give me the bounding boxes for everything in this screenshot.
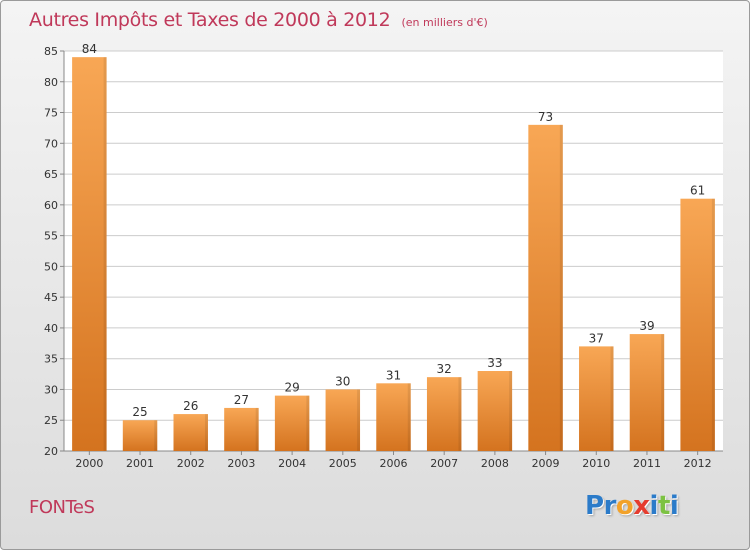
y-tick-label: 25 [44,414,58,427]
y-tick-label: 30 [44,383,58,396]
data-label: 39 [639,319,654,333]
bar [123,420,157,451]
x-tick-label: 2008 [481,457,509,470]
bar [275,396,309,451]
y-tick-label: 45 [44,291,58,304]
data-label: 37 [589,331,604,345]
x-tick-label: 2010 [582,457,610,470]
data-label: 26 [183,399,198,413]
x-tick-label: 2011 [633,457,661,470]
y-tick-label: 50 [44,260,58,273]
bar-shade [104,57,107,451]
x-tick-label: 2001 [126,457,154,470]
bar [173,414,207,451]
bar [72,57,106,451]
y-tick-label: 55 [44,230,58,243]
logo-letter: r [604,491,616,521]
location-name: FONTeS [29,497,94,518]
x-tick-label: 2003 [227,457,255,470]
logo-letter: i [650,491,658,521]
x-tick-label: 2004 [278,457,306,470]
logo-letter: P [585,491,604,521]
bar [630,334,664,451]
x-tick-label: 2007 [430,457,458,470]
bar-shade [509,371,512,451]
bar [579,346,613,451]
x-tick-label: 2009 [532,457,560,470]
bar [376,383,410,451]
bar [528,125,562,451]
logo-letter: o [616,491,633,521]
data-label: 84 [82,42,97,56]
data-label: 30 [335,374,350,388]
bar-shade [306,396,309,451]
brand-logo: Proxiti [585,491,678,521]
data-label: 27 [234,393,249,407]
bar-shade [256,408,259,451]
y-tick-label: 80 [44,76,58,89]
data-label: 61 [690,184,705,198]
y-tick-label: 20 [44,445,58,458]
data-label: 32 [437,362,452,376]
logo-letter: i [670,491,678,521]
logo-letter: x [633,491,649,521]
data-label: 31 [386,368,401,382]
bar [224,408,258,451]
bar-shade [357,389,360,451]
y-tick-label: 60 [44,199,58,212]
x-tick-label: 2000 [75,457,103,470]
data-label: 73 [538,110,553,124]
data-label: 29 [284,381,299,395]
y-tick-label: 65 [44,168,58,181]
y-tick-label: 40 [44,322,58,335]
bar-shade [458,377,461,451]
x-tick-label: 2006 [380,457,408,470]
bar [680,199,714,451]
bar-shade [154,420,157,451]
x-tick-label: 2005 [329,457,357,470]
bar-shade [712,199,715,451]
bar-shade [661,334,664,451]
y-tick-label: 85 [44,45,58,58]
x-tick-label: 2012 [684,457,712,470]
y-tick-label: 75 [44,107,58,120]
bar-shade [611,346,614,451]
y-tick-label: 35 [44,353,58,366]
y-tick-label: 70 [44,137,58,150]
bar [478,371,512,451]
bar [427,377,461,451]
bar-shade [205,414,208,451]
x-tick-label: 2002 [177,457,205,470]
data-label: 33 [487,356,502,370]
bar-shade [560,125,563,451]
bar-shade [408,383,411,451]
data-label: 25 [132,405,147,419]
logo-letter: t [658,491,670,521]
bar [326,389,360,451]
